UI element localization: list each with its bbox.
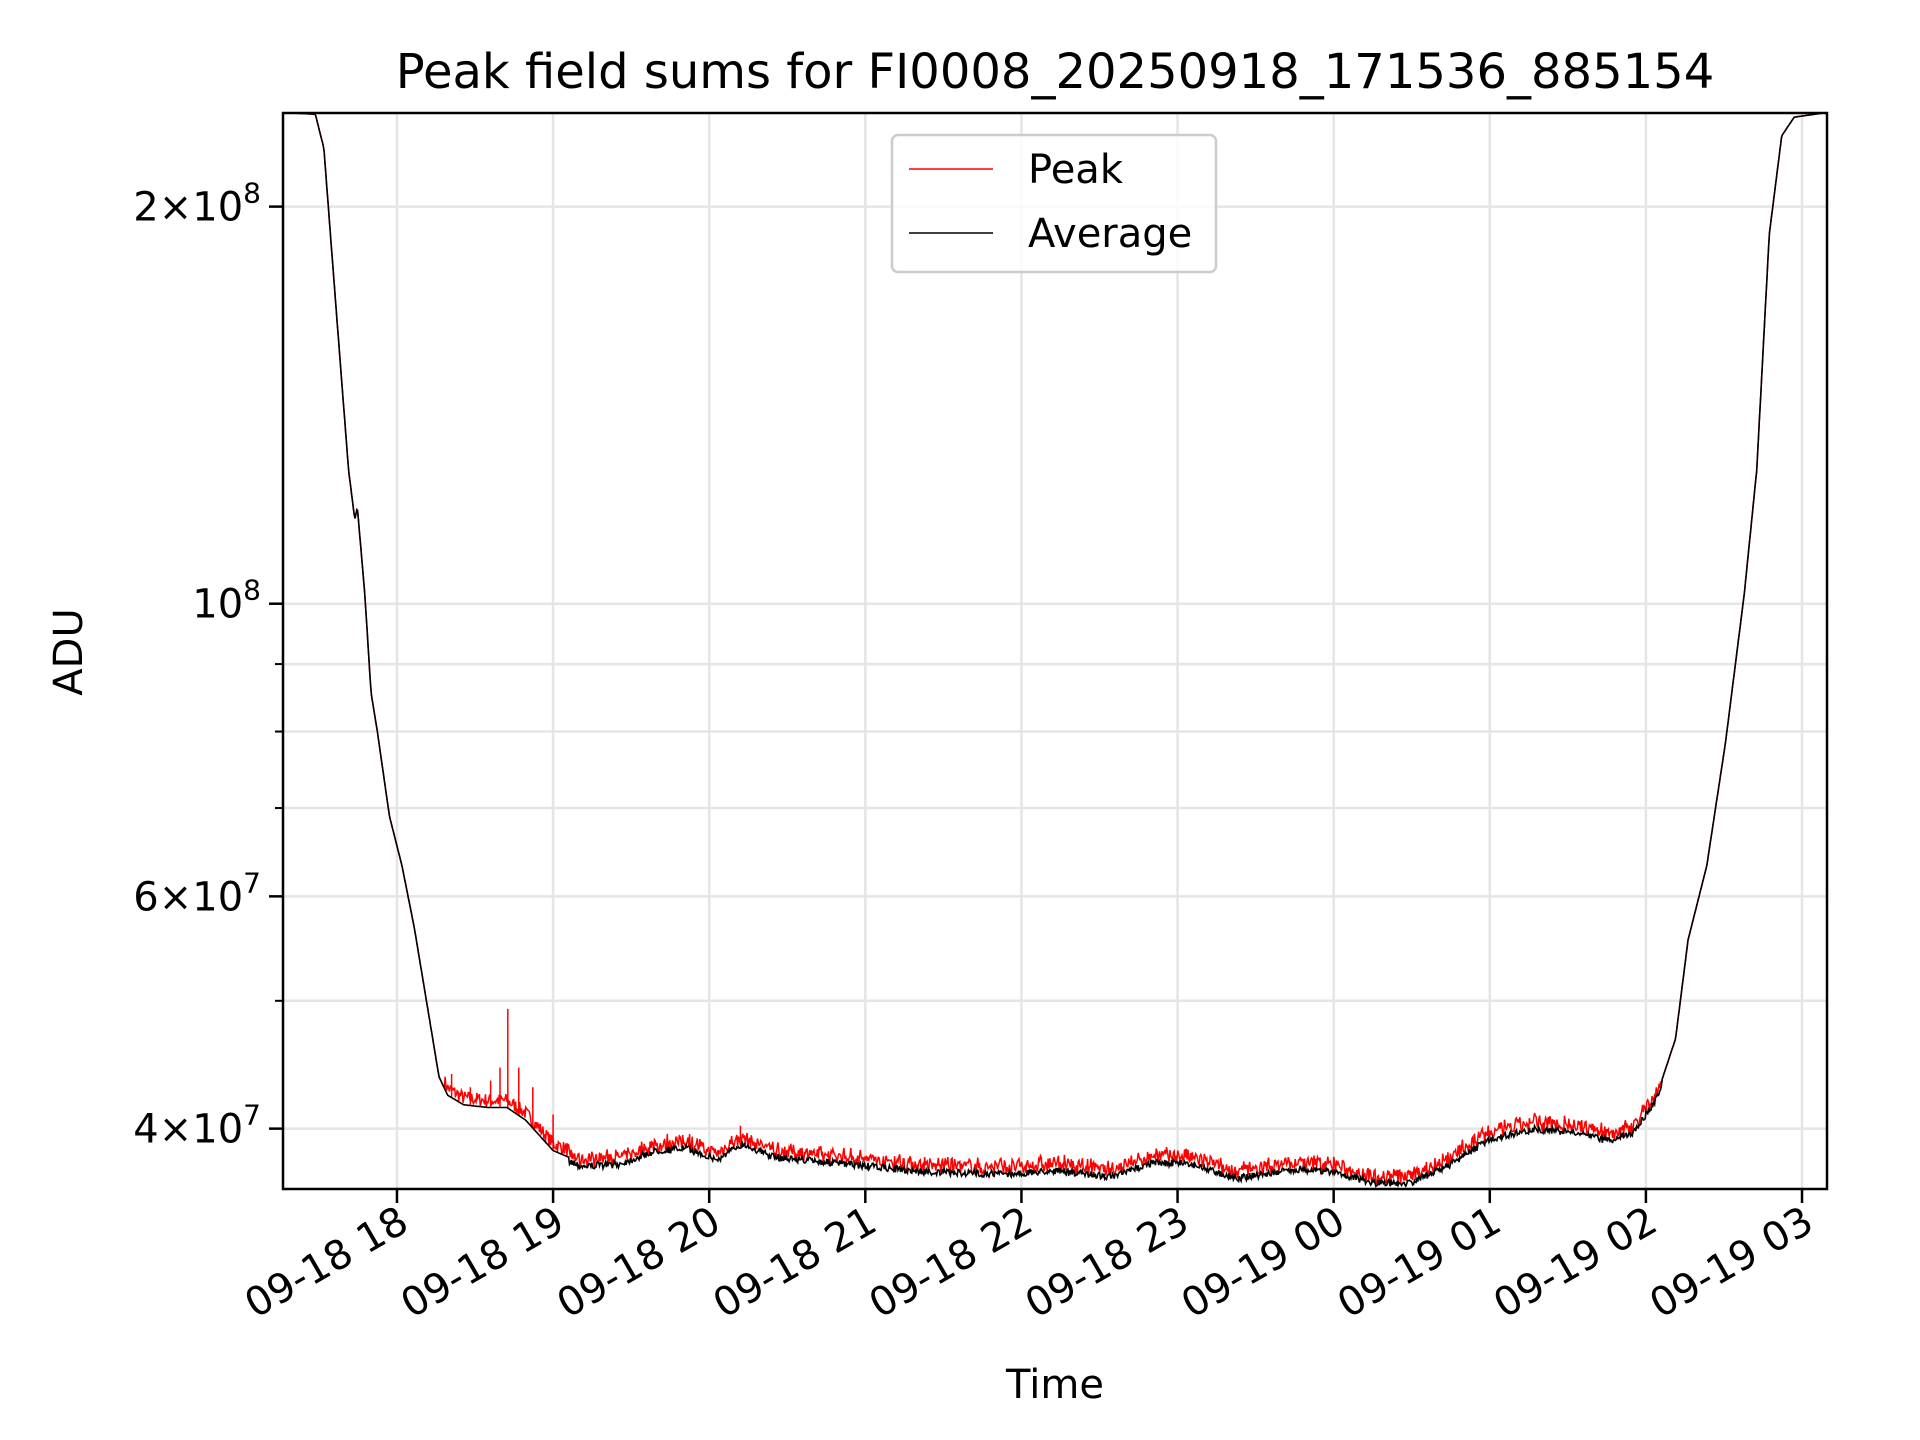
chart-title: Peak field sums for FI0008_20250918_1715… [396,44,1714,100]
x-tick-label: 09-19 00 [1174,1198,1353,1328]
x-tick-label: 09-18 20 [549,1198,728,1328]
series-group [283,113,1827,1189]
axes-frame [281,111,1829,1191]
average-series-line [283,113,1827,1189]
x-tick-label: 09-18 23 [1018,1198,1197,1328]
x-axis-label: Time [1005,1362,1104,1408]
y-tick-label: 108 [192,574,261,628]
legend-average-label: Average [1028,211,1192,257]
y-tick-label: 6×107 [133,866,261,920]
x-tick-label: 09-19 03 [1642,1198,1821,1328]
x-tick-label: 09-18 19 [393,1198,572,1328]
y-tick-label: 4×107 [133,1099,261,1153]
x-tick-label: 09-18 21 [706,1198,885,1328]
y-axis-label: ADU [46,608,92,695]
y-axis: 4×107 6×107 108 2×108 [133,177,283,1153]
x-tick-label: 09-18 22 [862,1198,1041,1328]
legend-peak-label: Peak [1028,147,1124,193]
grid [283,113,1827,1189]
x-tick-label: 09-18 18 [237,1198,416,1328]
x-tick-label: 09-19 02 [1486,1198,1665,1328]
peak-series-line [283,113,1827,1189]
legend: Peak Average [890,133,1218,274]
x-tick-label: 09-19 01 [1330,1198,1509,1328]
y-tick-label: 2×108 [133,177,261,231]
